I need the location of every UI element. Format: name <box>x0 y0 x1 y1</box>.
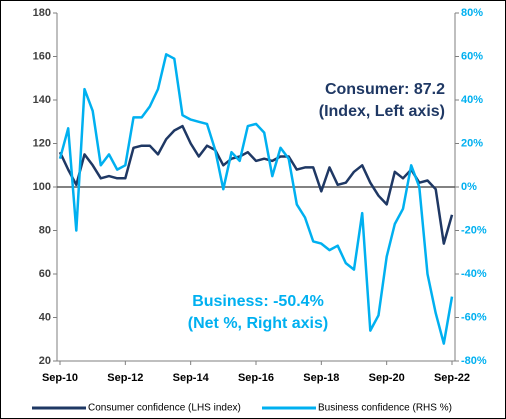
y-tick-label: 160 <box>33 50 51 62</box>
y2-tick-label: -60% <box>461 311 487 323</box>
y-tick-label: 100 <box>33 181 51 193</box>
y2-tick-label: 60% <box>461 50 483 62</box>
series-line <box>58 124 454 245</box>
x-tick-label: Sep-16 <box>238 372 274 384</box>
annotation: Business: -50.4% <box>192 293 324 310</box>
x-tick-label: Sep-10 <box>42 372 78 384</box>
legend-label: Consumer confidence (LHS index) <box>88 403 241 414</box>
series-line <box>58 53 454 345</box>
y2-tick-label: 0% <box>461 181 477 193</box>
y-tick-label: 180 <box>33 7 51 19</box>
annotation: (Net %, Right axis) <box>188 315 328 332</box>
y-tick-label: 40 <box>39 311 51 323</box>
x-tick-label: Sep-22 <box>434 372 470 384</box>
y-tick-label: 140 <box>33 94 51 106</box>
x-tick-label: Sep-14 <box>173 372 210 384</box>
x-tick-label: Sep-20 <box>369 372 405 384</box>
annotation: (Index, Left axis) <box>319 103 445 120</box>
y2-tick-label: 20% <box>461 137 483 149</box>
y-tick-label: 120 <box>33 137 51 149</box>
y-tick-label: 80 <box>39 224 51 236</box>
x-tick-label: Sep-18 <box>303 372 339 384</box>
y2-tick-label: -80% <box>461 355 487 367</box>
y-tick-label: 20 <box>39 355 51 367</box>
y2-tick-label: -40% <box>461 268 487 280</box>
annotation: Consumer: 87.2 <box>325 81 445 98</box>
y2-tick-label: 40% <box>461 94 483 106</box>
y2-tick-label: 80% <box>461 7 483 19</box>
y-tick-label: 60 <box>39 268 51 280</box>
legend-label: Business confidence (RHS %) <box>318 403 452 414</box>
x-tick-label: Sep-12 <box>107 372 143 384</box>
y2-tick-label: -20% <box>461 224 487 236</box>
